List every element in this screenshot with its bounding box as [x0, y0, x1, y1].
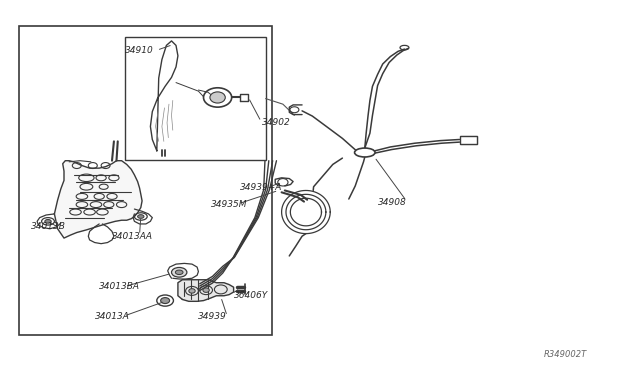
Polygon shape [178, 280, 234, 301]
Text: 34910: 34910 [125, 46, 154, 55]
Text: 34013A: 34013A [95, 312, 129, 321]
Text: 34935M: 34935M [211, 200, 248, 209]
Bar [19, 26, 272, 335]
Text: 34939: 34939 [198, 312, 227, 321]
Text: 34902: 34902 [262, 118, 291, 127]
Text: R349002T: R349002T [544, 350, 588, 359]
Text: 34013AA: 34013AA [112, 232, 153, 241]
Ellipse shape [172, 267, 187, 277]
Bar [125, 37, 266, 160]
Ellipse shape [175, 270, 183, 275]
Text: 34908: 34908 [378, 198, 406, 207]
Ellipse shape [45, 219, 51, 223]
Ellipse shape [203, 288, 209, 292]
Polygon shape [54, 161, 142, 238]
Ellipse shape [157, 295, 173, 306]
Ellipse shape [138, 215, 144, 218]
Ellipse shape [161, 298, 170, 304]
Text: 34013B: 34013B [31, 222, 65, 231]
Ellipse shape [210, 92, 225, 103]
Ellipse shape [355, 148, 375, 157]
Text: 36406Y: 36406Y [234, 291, 268, 300]
Ellipse shape [189, 289, 195, 293]
Text: 34013BA: 34013BA [99, 282, 140, 291]
Text: 34939+A: 34939+A [240, 183, 282, 192]
Bar [460, 136, 477, 144]
Ellipse shape [204, 88, 232, 107]
